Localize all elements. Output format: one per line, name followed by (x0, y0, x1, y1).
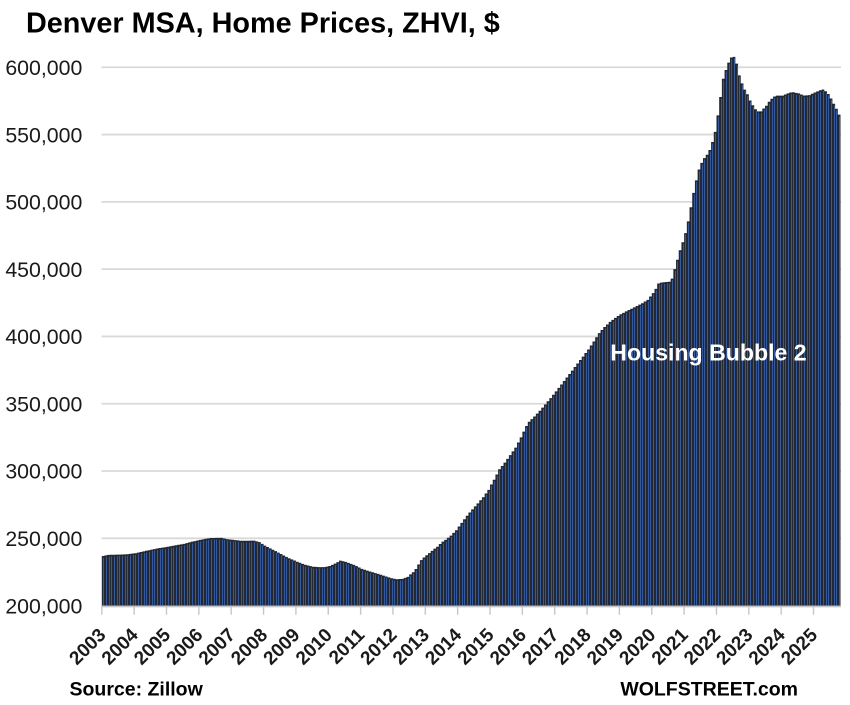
svg-text:WOLFSTREET.com: WOLFSTREET.com (620, 679, 798, 701)
svg-text:500,000: 500,000 (5, 191, 82, 215)
svg-text:550,000: 550,000 (5, 123, 82, 147)
svg-text:600,000: 600,000 (5, 56, 82, 80)
svg-text:300,000: 300,000 (5, 460, 82, 484)
svg-text:350,000: 350,000 (5, 392, 82, 416)
svg-text:Housing Bubble 2: Housing Bubble 2 (610, 339, 806, 365)
svg-text:250,000: 250,000 (5, 527, 82, 551)
svg-text:450,000: 450,000 (5, 258, 82, 282)
svg-text:Source: Zillow: Source: Zillow (70, 679, 204, 701)
svg-text:400,000: 400,000 (5, 325, 82, 349)
svg-text:200,000: 200,000 (5, 594, 82, 618)
svg-text:Denver MSA, Home Prices, ZHVI,: Denver MSA, Home Prices, ZHVI, $ (26, 7, 500, 39)
